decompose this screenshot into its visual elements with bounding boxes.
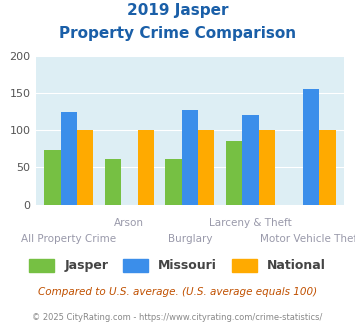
Text: © 2025 CityRating.com - https://www.cityrating.com/crime-statistics/: © 2025 CityRating.com - https://www.city… [32,314,323,322]
Bar [44,149,61,205]
Text: All Property Crime: All Property Crime [21,234,116,244]
Text: Arson: Arson [114,218,144,228]
Bar [165,159,182,205]
Text: Compared to U.S. average. (U.S. average equals 100): Compared to U.S. average. (U.S. average … [38,287,317,297]
Bar [259,130,275,205]
Text: Burglary: Burglary [168,234,212,244]
Text: Larceny & Theft: Larceny & Theft [209,218,292,228]
Bar [61,112,77,205]
Bar [105,159,121,205]
Bar [77,130,93,205]
Bar [182,110,198,205]
Bar [319,130,335,205]
Text: Property Crime Comparison: Property Crime Comparison [59,26,296,41]
Bar [242,115,259,205]
Bar [303,89,319,205]
Text: 2019 Jasper: 2019 Jasper [127,3,228,18]
Legend: Jasper, Missouri, National: Jasper, Missouri, National [24,254,331,278]
Bar [198,130,214,205]
Bar [226,141,242,205]
Text: Motor Vehicle Theft: Motor Vehicle Theft [261,234,355,244]
Bar [137,130,154,205]
